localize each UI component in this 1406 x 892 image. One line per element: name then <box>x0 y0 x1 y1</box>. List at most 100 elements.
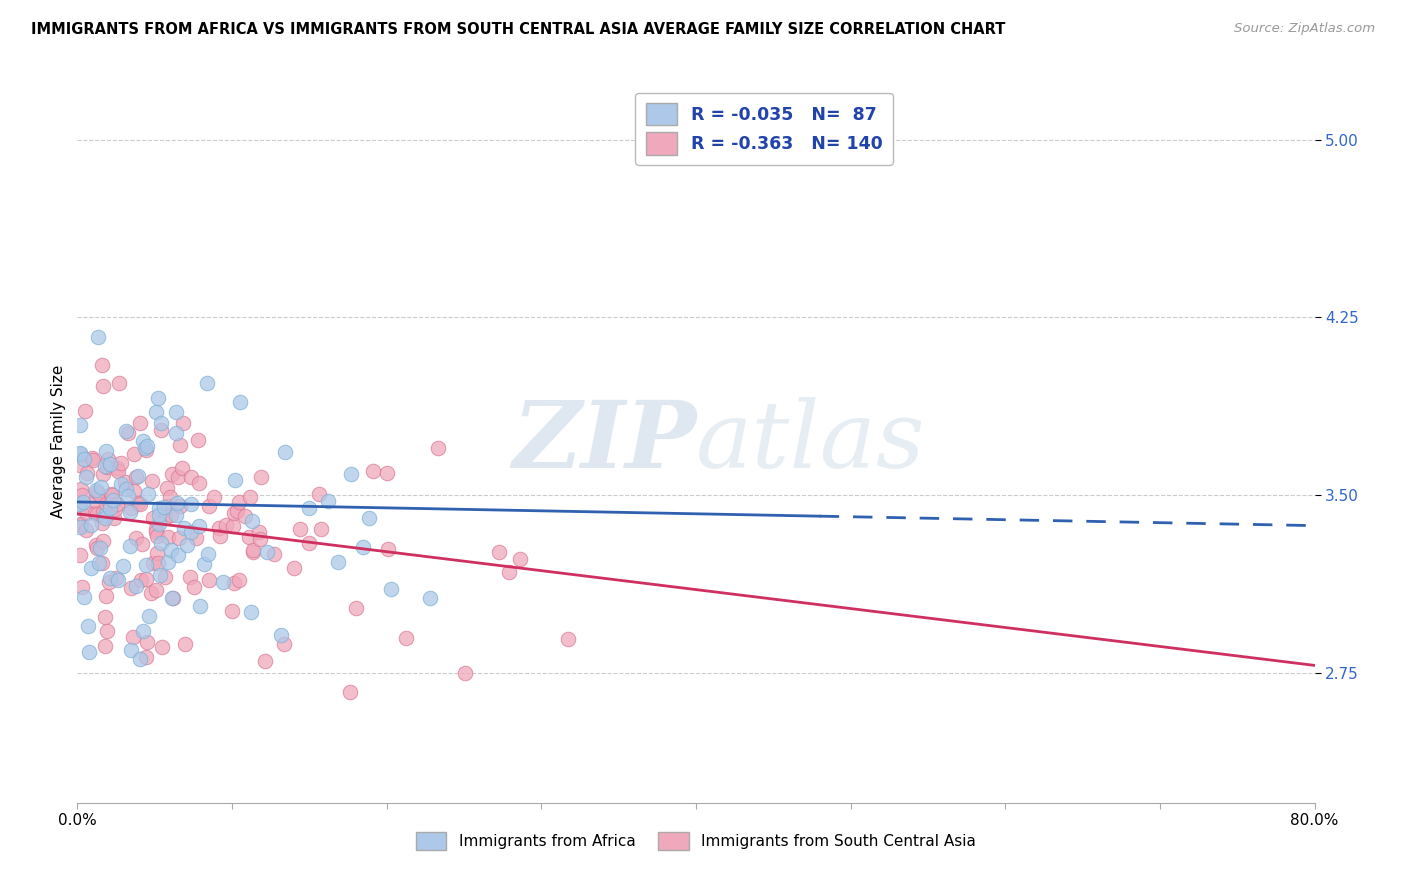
Point <box>91 505 114 519</box>
Point <box>93 459 115 474</box>
Point <box>70 580 93 594</box>
Point <box>82 453 104 467</box>
Point <box>254 654 277 668</box>
Point <box>179 570 201 584</box>
Point <box>454 666 477 681</box>
Point <box>105 497 128 511</box>
Point <box>115 482 138 496</box>
Point <box>90 480 112 494</box>
Point <box>96 459 118 474</box>
Point <box>198 573 221 587</box>
Point <box>111 558 134 573</box>
Point <box>418 591 440 605</box>
Point <box>98 501 121 516</box>
Point <box>105 460 128 475</box>
Point <box>86 485 108 500</box>
Point <box>212 575 235 590</box>
Point <box>375 466 398 480</box>
Point <box>346 601 368 615</box>
Point <box>91 379 114 393</box>
Point <box>120 505 142 519</box>
Point <box>215 517 238 532</box>
Point <box>156 481 179 495</box>
Point <box>76 506 98 520</box>
Point <box>69 458 91 472</box>
Point <box>129 497 152 511</box>
Point <box>308 487 330 501</box>
Point <box>142 556 165 570</box>
Point <box>187 433 209 447</box>
Point <box>141 475 163 489</box>
Point <box>238 530 260 544</box>
Point <box>377 542 399 557</box>
Point <box>75 523 97 537</box>
Legend: Immigrants from Africa, Immigrants from South Central Asia: Immigrants from Africa, Immigrants from … <box>409 826 983 856</box>
Point <box>122 631 145 645</box>
Point <box>87 330 110 344</box>
Point <box>167 548 190 562</box>
Point <box>165 508 187 523</box>
Point <box>108 376 131 390</box>
Point <box>91 556 114 570</box>
Point <box>184 531 207 545</box>
Point <box>283 561 305 575</box>
Point <box>101 488 124 502</box>
Point <box>75 403 97 417</box>
Point <box>96 444 118 458</box>
Point <box>96 624 118 638</box>
Point <box>183 580 205 594</box>
Point <box>91 516 114 530</box>
Point <box>202 490 225 504</box>
Point <box>149 416 172 430</box>
Point <box>224 506 246 520</box>
Point <box>110 476 132 491</box>
Point <box>195 376 218 390</box>
Point <box>298 501 321 516</box>
Point <box>270 628 292 642</box>
Text: atlas: atlas <box>696 397 925 486</box>
Point <box>170 461 193 475</box>
Point <box>173 521 195 535</box>
Point <box>73 452 96 467</box>
Point <box>228 394 250 409</box>
Point <box>159 491 181 505</box>
Point <box>114 475 136 489</box>
Point <box>148 557 170 571</box>
Point <box>84 538 107 552</box>
Point <box>136 486 159 500</box>
Point <box>162 591 184 605</box>
Point <box>180 524 202 539</box>
Point <box>97 452 120 467</box>
Point <box>148 508 170 523</box>
Point <box>136 635 159 649</box>
Point <box>122 447 145 461</box>
Point <box>224 473 246 487</box>
Point <box>83 506 105 520</box>
Point <box>359 511 381 525</box>
Point <box>91 533 114 548</box>
Point <box>150 423 173 437</box>
Point <box>165 404 187 418</box>
Point <box>89 541 111 556</box>
Point <box>173 637 195 651</box>
Point <box>107 573 129 587</box>
Point <box>91 358 114 372</box>
Text: Source: ZipAtlas.com: Source: ZipAtlas.com <box>1234 22 1375 36</box>
Point <box>249 533 271 547</box>
Point <box>146 529 169 543</box>
Point <box>160 508 183 522</box>
Point <box>190 599 212 613</box>
Text: ZIP: ZIP <box>512 397 696 486</box>
Point <box>69 517 91 532</box>
Point <box>84 494 107 508</box>
Point <box>86 541 108 556</box>
Point <box>69 520 91 534</box>
Point <box>167 469 190 483</box>
Point <box>69 446 91 460</box>
Point <box>89 557 111 571</box>
Point <box>101 493 124 508</box>
Point <box>94 639 117 653</box>
Point <box>326 555 349 569</box>
Point <box>426 441 449 455</box>
Point <box>153 500 176 515</box>
